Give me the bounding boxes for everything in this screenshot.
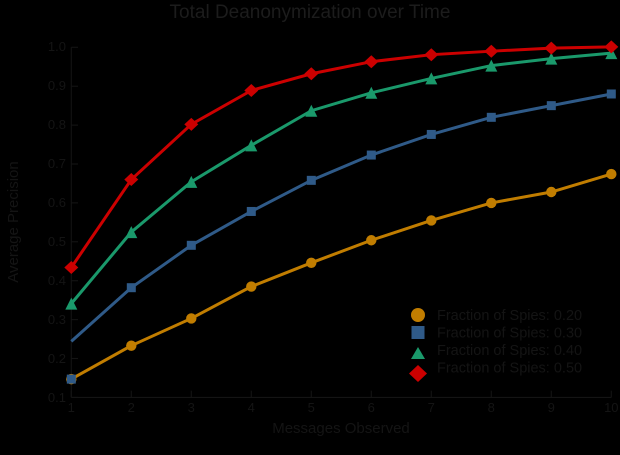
svg-text:Average Precision: Average Precision xyxy=(5,161,22,282)
svg-text:Fraction of Spies: 0.30: Fraction of Spies: 0.30 xyxy=(437,326,582,342)
svg-text:1: 1 xyxy=(68,400,75,415)
svg-text:Messages Observed: Messages Observed xyxy=(272,420,410,437)
svg-text:0.4: 0.4 xyxy=(48,273,66,288)
svg-text:1.0: 1.0 xyxy=(48,39,66,54)
svg-text:0.8: 0.8 xyxy=(48,117,66,132)
svg-text:0.7: 0.7 xyxy=(48,156,66,171)
svg-text:4: 4 xyxy=(248,400,255,415)
svg-text:Fraction of Spies: 0.20: Fraction of Spies: 0.20 xyxy=(437,308,582,324)
svg-text:10: 10 xyxy=(604,400,618,415)
svg-text:0.5: 0.5 xyxy=(48,234,66,249)
svg-text:9: 9 xyxy=(548,400,555,415)
svg-text:8: 8 xyxy=(488,400,495,415)
svg-text:Fraction of Spies: 0.40: Fraction of Spies: 0.40 xyxy=(437,343,582,359)
svg-text:0.9: 0.9 xyxy=(48,78,66,93)
svg-text:2: 2 xyxy=(128,400,135,415)
svg-text:0.3: 0.3 xyxy=(48,312,66,327)
svg-text:0.1: 0.1 xyxy=(48,390,66,405)
svg-text:0.6: 0.6 xyxy=(48,195,66,210)
svg-text:3: 3 xyxy=(188,400,195,415)
svg-text:6: 6 xyxy=(368,400,375,415)
svg-text:Total Deanonymization over Tim: Total Deanonymization over Time xyxy=(170,2,451,23)
svg-text:7: 7 xyxy=(428,400,435,415)
svg-text:Fraction of Spies: 0.50: Fraction of Spies: 0.50 xyxy=(437,361,582,377)
svg-text:5: 5 xyxy=(308,400,315,415)
svg-text:0.2: 0.2 xyxy=(48,351,66,366)
